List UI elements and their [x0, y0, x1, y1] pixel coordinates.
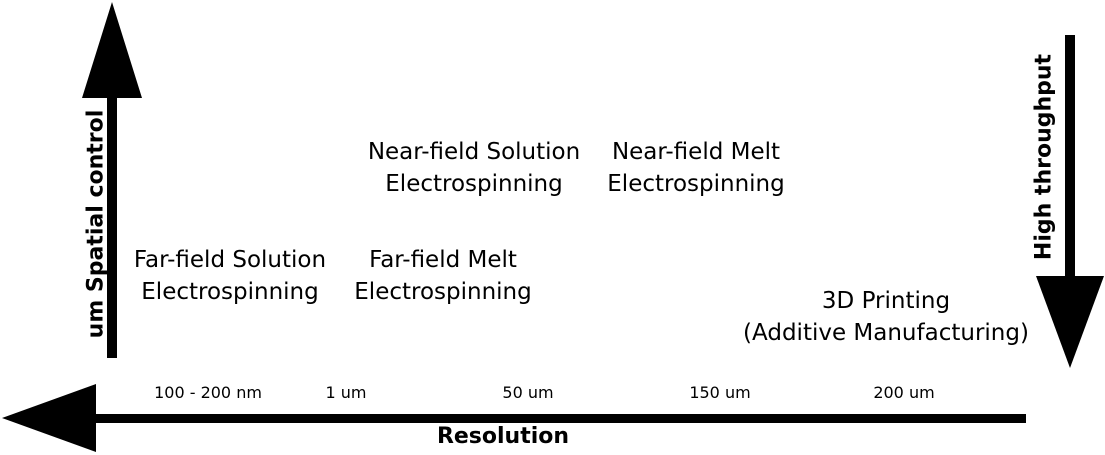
3d-printing-label: 3D Printing (Additive Manufacturing)	[743, 288, 1029, 346]
throughput-axis-title: High throughput	[1031, 53, 1057, 261]
resolution-tick: 50 um	[502, 383, 554, 402]
spatial-control-axis-title: um Spatial control	[83, 109, 109, 339]
near-field-solution-label: Near-field Solution Electrospinning	[367, 139, 581, 197]
resolution-tick: 100 - 200 nm	[154, 383, 262, 402]
throughput-arrow	[1036, 35, 1104, 368]
resolution-axis-title: Resolution	[436, 424, 570, 449]
far-field-solution-label: Far-field Solution Electrospinning	[133, 247, 327, 305]
resolution-arrow	[2, 384, 1026, 452]
resolution-tick: 1 um	[325, 383, 367, 402]
near-field-melt-label: Near-field Melt Electrospinning	[607, 139, 785, 197]
resolution-tick: 150 um	[689, 383, 751, 402]
far-field-melt-label: Far-field Melt Electrospinning	[354, 247, 532, 305]
resolution-tick: 200 um	[873, 383, 935, 402]
spatial-control-arrow	[82, 2, 142, 358]
